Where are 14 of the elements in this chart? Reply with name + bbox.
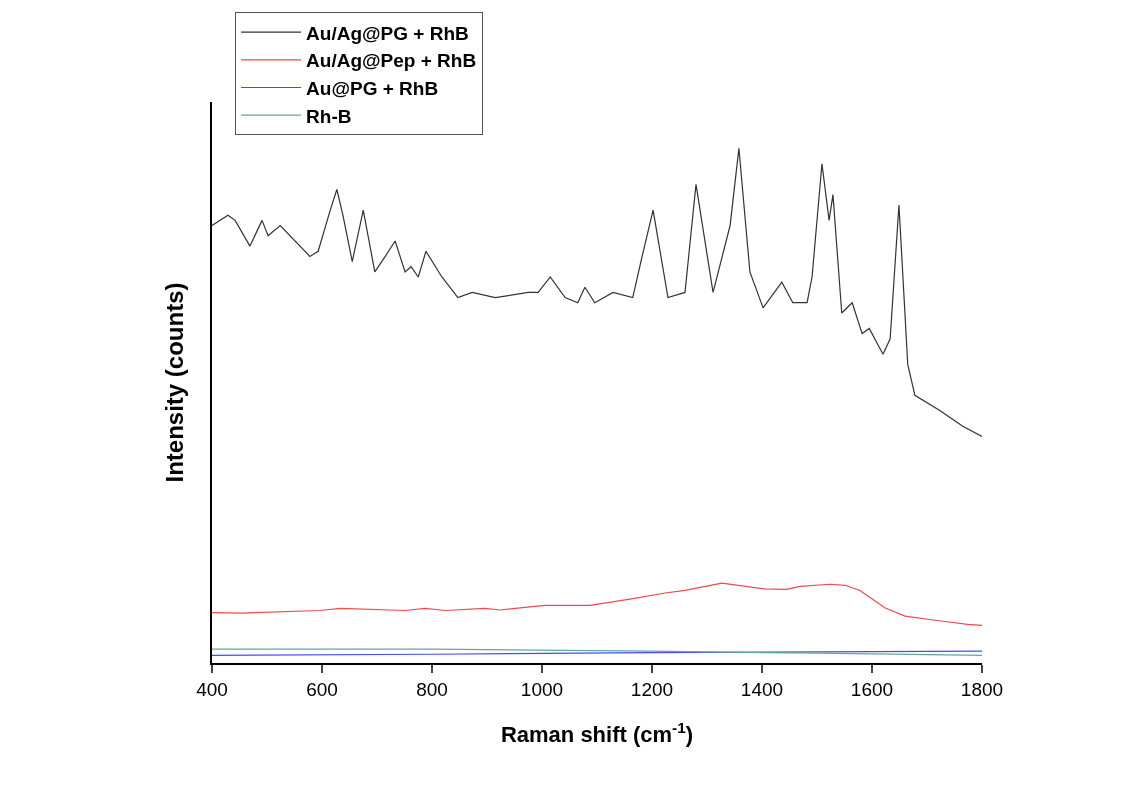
- x-tick-label: 1600: [850, 678, 894, 700]
- legend-label: Rh-B: [306, 105, 352, 127]
- x-tick-label: 1400: [740, 678, 784, 700]
- x-tick-label: 1200: [630, 678, 674, 700]
- y-axis-title: Intensity (counts): [160, 282, 188, 483]
- x-tick-label: 400: [196, 678, 228, 700]
- x-tick-label: 1000: [520, 678, 564, 700]
- x-tick-label: 1800: [960, 678, 1004, 700]
- x-axis-title: Raman shift (cm$^{-1}$): [500, 718, 694, 747]
- legend-label: Au/Ag@Pep + RhB: [306, 50, 477, 72]
- legend-label: Au/Ag@PG + RhB: [306, 22, 469, 44]
- legend-label: Au@PG + RhB: [306, 77, 439, 99]
- x-tick-label: 800: [416, 678, 448, 700]
- x-tick-label: 600: [306, 678, 338, 700]
